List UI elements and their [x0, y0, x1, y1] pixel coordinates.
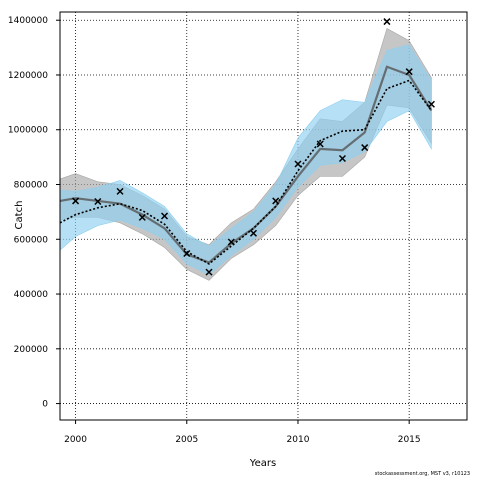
y-tick-label: 800000	[14, 181, 49, 191]
observed-point	[116, 187, 124, 195]
y-tick-label: 600000	[14, 235, 49, 245]
plot-frame	[59, 11, 468, 421]
x-tick-label: 2000	[64, 435, 87, 445]
confidence-bands	[59, 27, 432, 281]
y-tick-label: 1200000	[8, 71, 48, 81]
y-tick-label: 0	[42, 400, 48, 410]
observed-point	[227, 238, 235, 246]
observed-point	[427, 100, 435, 108]
x-axis-label: Years	[249, 458, 276, 469]
x-tick-label: 2005	[175, 435, 198, 445]
observed-points	[72, 18, 435, 276]
observed-point	[405, 68, 413, 76]
y-tick-label: 1400000	[8, 16, 48, 26]
observed-point	[294, 160, 302, 168]
y-tick-label: 1000000	[8, 126, 48, 136]
observed-point	[338, 154, 346, 163]
x-tick-label: 2010	[287, 435, 310, 445]
grid-lines	[60, 12, 467, 420]
footer-credit: stockassessment.org, MST v3, r10123	[374, 471, 470, 477]
observed-point	[316, 140, 324, 148]
axes: 2000 2005 2010 2015 0 200000 400000 600000 80000…	[8, 16, 421, 445]
confidence-band-band_b	[59, 44, 432, 276]
observed-point	[249, 229, 258, 237]
y-tick-label: 200000	[14, 345, 49, 355]
y-axis-label: Catch	[14, 201, 25, 230]
observed-point	[361, 144, 369, 152]
estimate-line-b	[59, 79, 433, 265]
estimate-lines	[59, 65, 433, 265]
observed-point	[72, 197, 80, 205]
x-tick-label: 2015	[398, 435, 421, 445]
observed-point	[138, 213, 146, 221]
observed-point	[94, 197, 102, 206]
observed-point	[383, 18, 391, 26]
y-tick-label: 400000	[14, 290, 49, 300]
observed-point	[205, 268, 213, 276]
observed-point	[160, 212, 169, 220]
observed-point	[272, 197, 280, 205]
observed-point	[183, 249, 191, 258]
